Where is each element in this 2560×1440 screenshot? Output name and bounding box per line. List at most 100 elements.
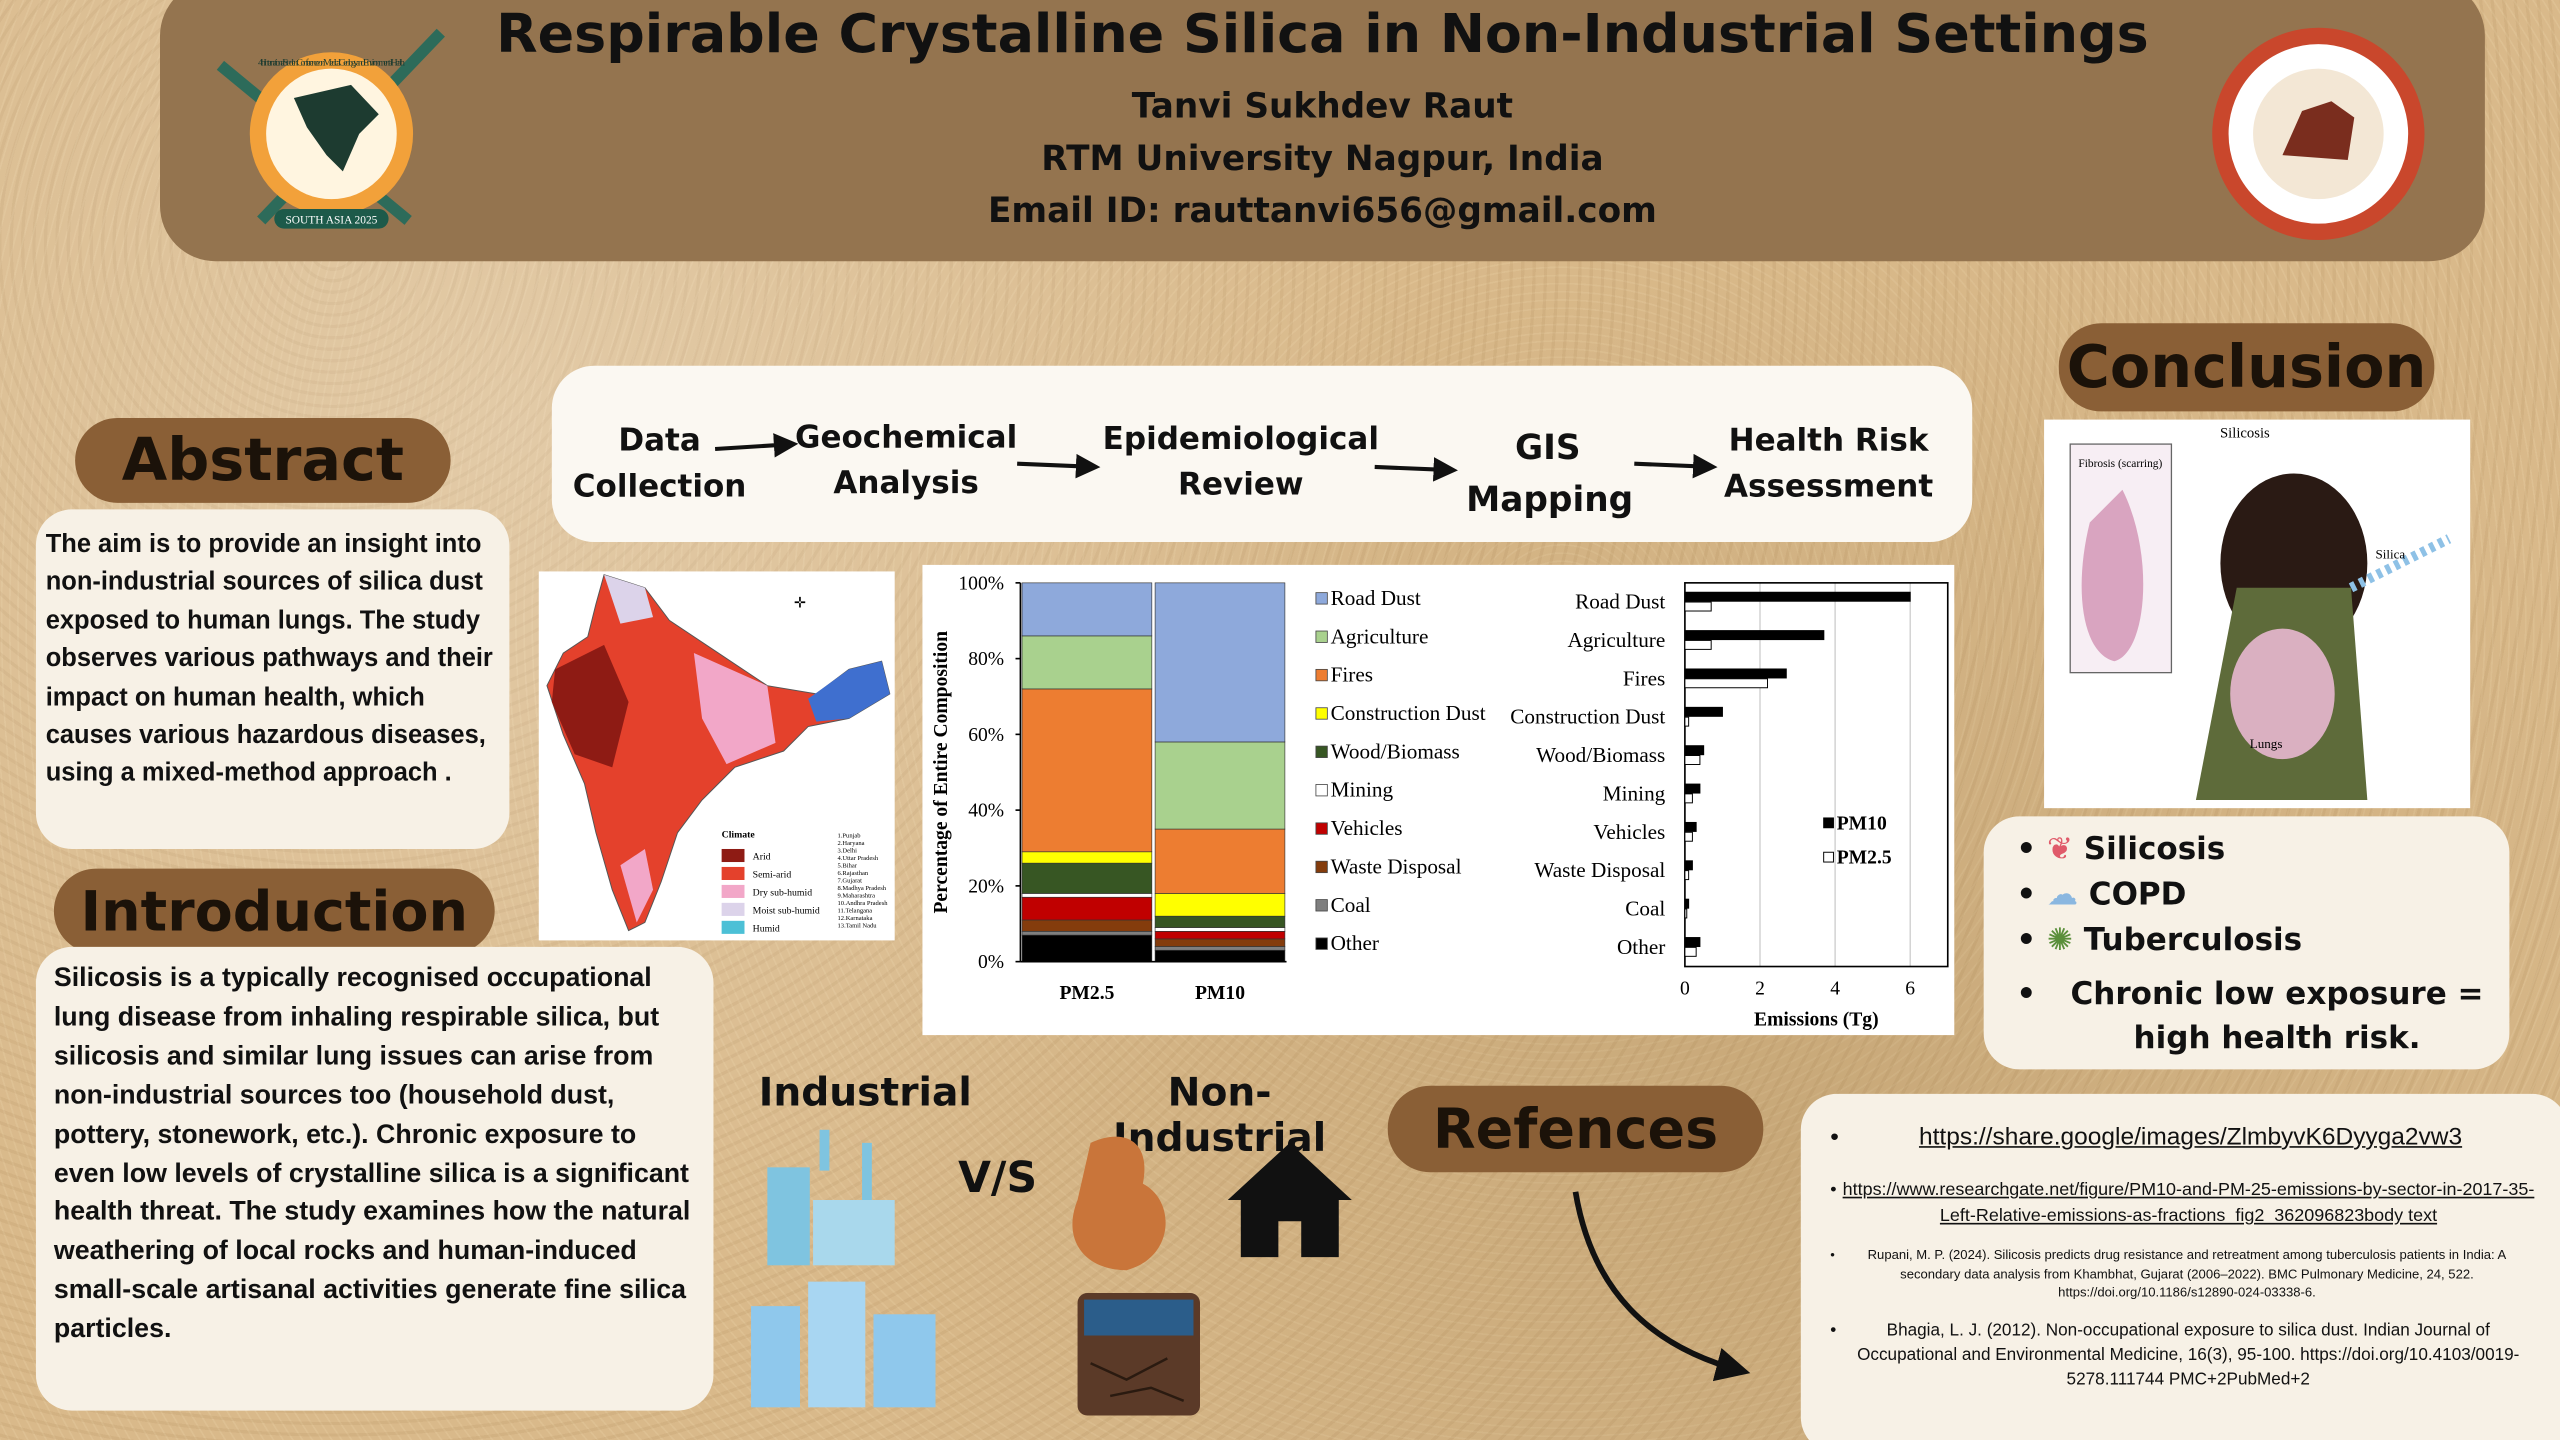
bar-segment	[1154, 949, 1286, 962]
bar	[1684, 937, 1701, 948]
bar-segment	[1021, 635, 1153, 690]
bar-segment	[1154, 828, 1286, 894]
bar	[1684, 706, 1723, 717]
reference-link[interactable]: https://share.google/images/ZlmbyvK6Dyyg…	[1918, 1123, 2463, 1152]
bar-segment	[1154, 741, 1286, 830]
map-state-label: 3.Delhi	[838, 848, 858, 855]
x-tick-label: PM2.5	[1059, 983, 1114, 1004]
legend-swatch	[1315, 937, 1328, 950]
map-legend-title: Climate	[722, 830, 756, 841]
y-tick-label: 40%	[968, 801, 1004, 822]
bar-segment	[1154, 946, 1286, 951]
conclusion-item-text: COPD	[2088, 876, 2187, 913]
bar-segment	[1021, 688, 1153, 853]
map-state-label: 4.Uttar Pradesh	[838, 855, 879, 862]
email: Email ID: rauttanvi656@gmail.com	[988, 191, 1657, 231]
reference-link[interactable]: https://www.researchgate.net/figure/PM10…	[1842, 1180, 2535, 1227]
figure-label: Lungs	[2250, 736, 2283, 751]
map-state-label: 7.Gujarat	[838, 878, 863, 885]
lung-icon: ❦	[2046, 831, 2073, 867]
legend-label: Construction Dust	[1331, 701, 1486, 725]
workflow-step: GIS Mapping	[1466, 427, 1634, 520]
bar	[1684, 793, 1693, 804]
legend-label: Waste Disposal	[1331, 854, 1462, 878]
figure-label: Silicosis	[2220, 426, 2270, 442]
y-tick-label: 0%	[978, 952, 1004, 973]
y-axis-label: Percentage of Entire Composition	[931, 631, 952, 914]
non-industrial-icons	[1072, 1136, 1352, 1416]
author: Tanvi Sukhdev Raut	[1131, 86, 1514, 126]
x-tick-label: 4	[1830, 978, 1840, 999]
map-legend-label: Semi-arid	[753, 870, 792, 881]
poster-title: Respirable Crystalline Silica in Non-Ind…	[496, 1, 2149, 66]
bar	[1684, 946, 1697, 957]
workflow-step: Geochemical Analysis	[794, 419, 1018, 502]
references-arrow	[1572, 1191, 1751, 1382]
y-tick-label: Other	[1617, 935, 1665, 959]
chart-panel	[922, 564, 1955, 1036]
reference-item: • Bhagia, L. J. (2012). Non-occupational…	[1830, 1318, 2535, 1391]
vs-label: V/S	[958, 1154, 1038, 1204]
bar-segment	[1154, 938, 1286, 947]
map-state-label: 12.Karnataka	[838, 915, 873, 922]
bar	[1684, 831, 1693, 842]
bar-segment	[1154, 931, 1286, 940]
map-legend-swatch	[721, 920, 745, 934]
x-tick-label: 2	[1755, 978, 1765, 999]
bar-segment	[1021, 934, 1153, 962]
conclusion-item-text: Chronic low exposure = high health risk.	[2070, 976, 2484, 1057]
map-state-label: 6.Rajasthan	[838, 870, 869, 877]
legend-swatch	[1315, 899, 1328, 912]
y-tick-label: Mining	[1603, 781, 1666, 805]
affiliation: RTM University Nagpur, India	[1041, 138, 1604, 178]
plot-frame	[1684, 582, 1949, 968]
conclusion-item: • ✺ Tuberculosis	[2016, 922, 2303, 959]
y-tick-label: 60%	[968, 725, 1004, 746]
legend-label: Other	[1331, 931, 1379, 955]
abstract-heading: Abstract	[75, 417, 451, 503]
map-legend-swatch	[721, 866, 745, 880]
map-legend-label: Arid	[753, 852, 771, 863]
legend-label: Mining	[1331, 778, 1394, 802]
conclusion-item-text: Tuberculosis	[2083, 922, 2303, 959]
reference-item: • https://share.google/images/ZlmbyvK6Dy…	[1830, 1123, 2535, 1151]
bar-segment	[1021, 893, 1153, 898]
references-box: • https://share.google/images/ZlmbyvK6Dy…	[1800, 1093, 2560, 1440]
bar-segment	[1154, 915, 1286, 928]
bar-segment	[1021, 919, 1153, 932]
y-tick-label: Construction Dust	[1510, 705, 1665, 729]
legend-swatch	[1315, 822, 1328, 835]
map-legend-label: Dry sub-humid	[753, 888, 813, 899]
bar-segment	[1154, 927, 1286, 932]
y-tick-label: Fires	[1623, 666, 1665, 690]
bar-segment	[1021, 931, 1153, 936]
bar	[1684, 783, 1701, 794]
workflow-step: Epidemiological Review	[1102, 421, 1379, 503]
reference-text: Rupani, M. P. (2024). Silicosis predicts…	[1867, 1247, 2507, 1300]
legend-label: Coal	[1331, 893, 1371, 917]
map-state-label: 9.Maharashtra	[838, 893, 876, 900]
legend-swatch	[1315, 592, 1328, 605]
bar-segment	[1021, 582, 1153, 637]
map-state-label: 1.Punjab	[838, 833, 862, 840]
legend-swatch	[1315, 630, 1328, 643]
map-state-label: 13.Tamil Nadu	[838, 923, 878, 930]
bar	[1684, 745, 1705, 756]
conclusion-item: • Chronic low exposure = high health ris…	[2016, 973, 2496, 1061]
legend-label: PM2.5	[1837, 848, 1892, 869]
map-legend-label: Humid	[753, 923, 780, 934]
references-heading: Refences	[1387, 1085, 1764, 1173]
x-tick-label: PM10	[1195, 983, 1245, 1004]
y-tick-label: 20%	[968, 876, 1004, 897]
reference-item: • Rupani, M. P. (2024). Silicosis predic…	[1830, 1246, 2535, 1302]
bar-segment	[1021, 896, 1153, 921]
legend-label: PM10	[1837, 813, 1887, 834]
compass: ✛	[794, 595, 806, 611]
figure-label: Fibrosis (scarring)	[2078, 458, 2162, 470]
reference-item: • https://www.researchgate.net/figure/PM…	[1830, 1177, 2535, 1229]
y-tick-label: Waste Disposal	[1534, 858, 1665, 882]
bar	[1684, 898, 1690, 909]
bar-segment	[1154, 893, 1286, 917]
legend-label: Road Dust	[1331, 586, 1421, 610]
